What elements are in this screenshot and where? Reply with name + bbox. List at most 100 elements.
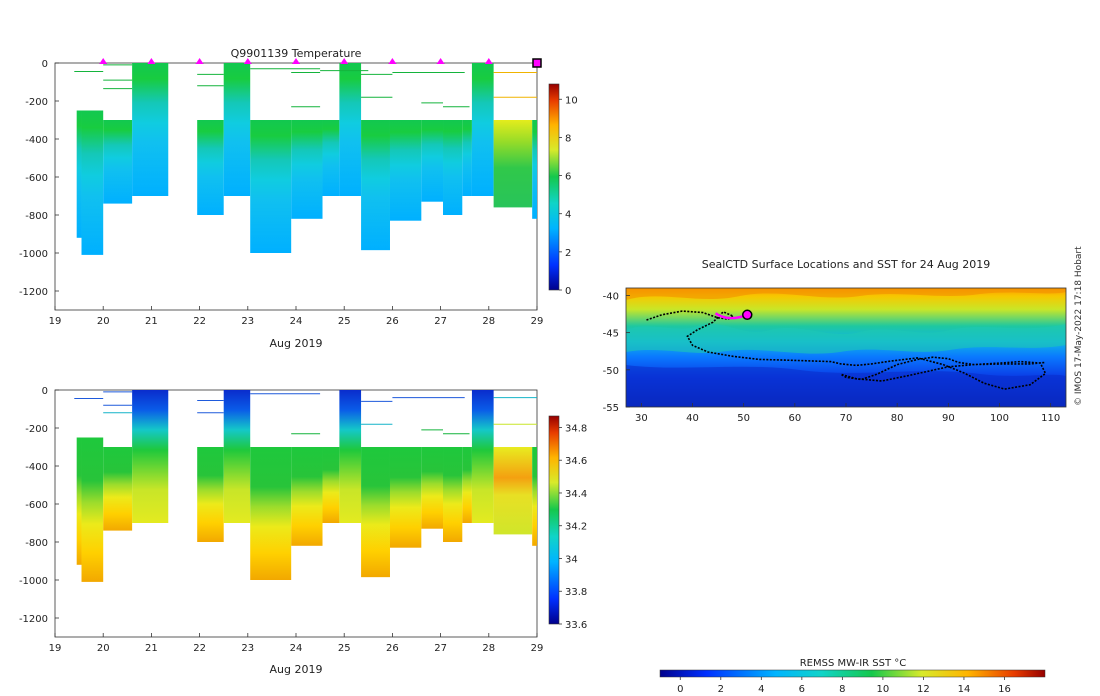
map-x-tick-label: 60 xyxy=(788,413,801,424)
profile-marker xyxy=(147,58,156,64)
salinity-profiles-layer xyxy=(76,390,537,582)
profile-marker xyxy=(340,58,349,64)
y-tick-label: -1000 xyxy=(19,249,48,260)
colorbar-tick-label: 2 xyxy=(565,248,571,259)
sst-colorbar-tick-label: 10 xyxy=(877,684,890,695)
temperature-profile-column xyxy=(132,63,169,196)
x-tick-label: 28 xyxy=(482,643,495,654)
x-tick-label: 25 xyxy=(338,316,351,327)
x-tick-label: 21 xyxy=(145,316,158,327)
temperature-profile-column xyxy=(532,120,537,219)
temperature-profile-column xyxy=(389,120,422,221)
y-tick-label: -1200 xyxy=(19,287,48,298)
temperature-profiles-layer xyxy=(76,63,537,255)
sst-colorbar-tick-label: 16 xyxy=(998,684,1011,695)
temperature-profile-column xyxy=(291,120,323,219)
sst-colorbar-tick-label: 12 xyxy=(917,684,930,695)
x-tick-label: 26 xyxy=(386,316,399,327)
x-tick-label: 22 xyxy=(193,643,206,654)
x-tick-label: 23 xyxy=(241,643,254,654)
temperature-profile-markers-layer xyxy=(99,58,542,68)
map-y-tick-label: -45 xyxy=(603,329,619,340)
map-x-tick-label: 50 xyxy=(737,413,750,424)
sst-map-y-ticks: -40 -45 -50 -55 xyxy=(603,291,630,414)
temperature-profile-column xyxy=(250,120,292,253)
colorbar-tick-label: 8 xyxy=(565,133,571,144)
x-tick-label: 24 xyxy=(290,316,303,327)
sst-map-panel: SealCTD Surface Locations and SST for 24… xyxy=(603,258,1067,695)
y-tick-label: 0 xyxy=(42,386,48,397)
temperature-profile-column xyxy=(462,120,472,196)
sst-front-band xyxy=(626,323,1066,354)
sst-colorbar-label: REMSS MW-IR SST °C xyxy=(800,658,907,669)
temperature-profile-column xyxy=(471,63,494,196)
salinity-profile-column xyxy=(291,447,323,546)
sst-colorbar-tick-label: 2 xyxy=(718,684,724,695)
colorbar-tick-label: 34.4 xyxy=(565,489,587,500)
salinity-profile-column xyxy=(532,447,537,546)
map-y-tick-label: -40 xyxy=(603,291,619,302)
y-tick-label: -800 xyxy=(25,538,48,549)
profile-marker xyxy=(436,58,445,64)
y-tick-label: -800 xyxy=(25,211,48,222)
temperature-profile-column xyxy=(339,63,362,196)
y-tick-label: -600 xyxy=(25,500,48,511)
x-tick-label: 29 xyxy=(531,316,544,327)
map-x-tick-label: 110 xyxy=(1041,413,1060,424)
x-tick-label: 25 xyxy=(338,643,351,654)
temperature-section-panel: 19 20 21 22 23 24 25 26 27 28 29 0-200-400-600-800… xyxy=(19,47,578,350)
profile-marker xyxy=(99,58,108,64)
imos-credit: © IMOS 17-May-2022 17:18 Hobart xyxy=(1074,246,1084,406)
map-x-tick-label: 100 xyxy=(990,413,1009,424)
colorbar-tick-label: 10 xyxy=(565,95,578,106)
salinity-profile-column xyxy=(132,390,169,523)
salinity-profile-column xyxy=(421,447,444,529)
temperature-y-ticks: 0 -200 -400 -600 -800 -1000 -1200 xyxy=(19,59,59,298)
salinity-profile-column xyxy=(103,447,133,531)
sst-colorbar-tick-label: 14 xyxy=(958,684,971,695)
x-tick-label: 26 xyxy=(386,643,399,654)
sst-map-title: SealCTD Surface Locations and SST for 24… xyxy=(702,258,991,271)
x-tick-label: 22 xyxy=(193,316,206,327)
current-position-marker xyxy=(742,309,753,321)
colorbar-tick-label: 34.8 xyxy=(565,423,587,434)
salinity-colorbar xyxy=(548,415,560,625)
salinity-profile-column xyxy=(462,447,472,523)
temperature-profile-column xyxy=(197,120,224,215)
temperature-profile-column xyxy=(361,120,390,251)
profile-marker xyxy=(388,58,397,64)
y-tick-label: -200 xyxy=(25,97,48,108)
y-tick-label: -1200 xyxy=(19,614,48,625)
map-x-tick-label: 40 xyxy=(686,413,699,424)
seal-current-position xyxy=(714,309,753,321)
temperature-profile-column xyxy=(322,120,340,196)
colorbar-tick-label: 4 xyxy=(565,210,571,221)
temperature-thin-traces-layer xyxy=(74,64,537,108)
sst-colorbar-tick-label: 0 xyxy=(677,684,683,695)
salinity-profile-column xyxy=(339,390,362,523)
salinity-profile-column xyxy=(443,447,463,542)
x-tick-label: 27 xyxy=(434,643,447,654)
temperature-profile-column xyxy=(76,110,82,238)
sst-colorbar-tick-label: 6 xyxy=(799,684,805,695)
colorbar-tick-label: 34 xyxy=(565,554,578,565)
x-tick-label: 29 xyxy=(531,643,544,654)
salinity-x-ticks: 19 20 21 22 23 24 25 26 27 28 29 xyxy=(49,633,544,654)
y-tick-label: -600 xyxy=(25,173,48,184)
x-tick-label: 20 xyxy=(97,643,110,654)
temperature-x-ticks: 19 20 21 22 23 24 25 26 27 28 29 xyxy=(49,306,544,327)
salinity-profile-column xyxy=(361,447,390,578)
profile-marker xyxy=(484,58,493,64)
x-tick-label: 20 xyxy=(97,316,110,327)
profile-marker xyxy=(243,58,252,64)
temperature-x-axis-label: Aug 2019 xyxy=(270,337,323,350)
x-tick-label: 19 xyxy=(49,643,62,654)
colorbar-tick-label: 6 xyxy=(565,172,571,183)
map-x-tick-label: 30 xyxy=(635,413,648,424)
salinity-profile-column xyxy=(322,447,340,523)
profile-marker xyxy=(195,58,204,64)
profile-marker xyxy=(292,58,300,64)
temperature-profile-column xyxy=(223,63,251,196)
x-tick-label: 19 xyxy=(49,316,62,327)
